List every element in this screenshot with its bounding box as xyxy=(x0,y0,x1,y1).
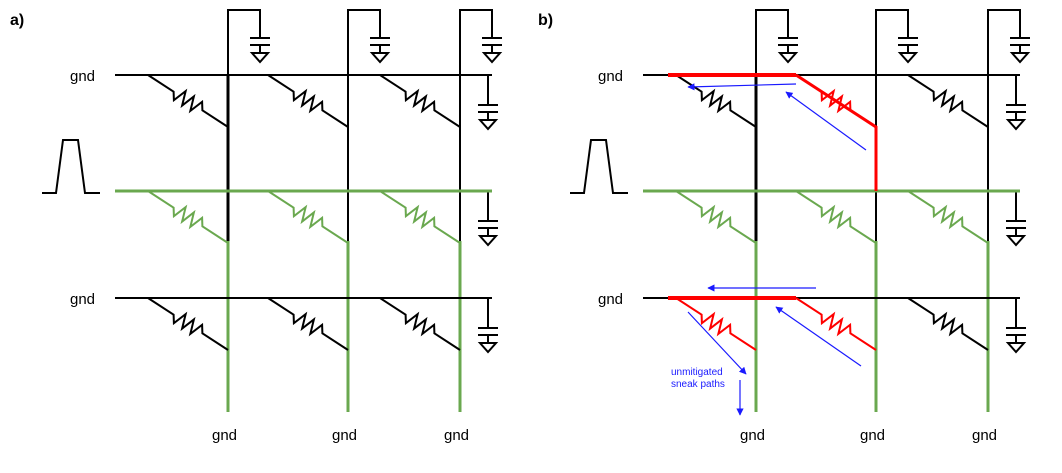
column-gnd-label: gnd xyxy=(740,427,765,444)
panel-a: a) gnd gnd gnd gnd gnd xyxy=(10,9,503,444)
panel-label: b) xyxy=(538,12,553,29)
pulse-input-icon xyxy=(570,139,628,194)
memristor xyxy=(267,190,349,244)
memristor xyxy=(907,190,989,244)
memristor xyxy=(907,74,989,128)
memristor xyxy=(675,74,757,128)
column-gnd-label: gnd xyxy=(332,427,357,444)
memristor xyxy=(267,74,349,128)
column-feedback-wire xyxy=(875,9,909,75)
memristor xyxy=(267,297,349,351)
memristor xyxy=(147,74,229,128)
current-arrow xyxy=(785,91,867,151)
row-gnd-label: gnd xyxy=(70,291,95,308)
ground-icon xyxy=(477,119,499,131)
row-gnd-label: gnd xyxy=(598,68,623,85)
memristor xyxy=(379,74,461,128)
memristor xyxy=(379,297,461,351)
annotation-line2: sneak paths xyxy=(671,379,725,390)
current-arrow xyxy=(687,311,747,375)
memristor xyxy=(147,297,229,351)
current-arrow xyxy=(775,306,862,367)
memristor xyxy=(795,190,877,244)
column-feedback-wire xyxy=(459,9,493,75)
current-arrow xyxy=(687,83,797,91)
column-feedback-wire xyxy=(755,9,789,75)
column-gnd-label: gnd xyxy=(860,427,885,444)
pulse-input-icon xyxy=(42,139,100,194)
memristor xyxy=(675,190,757,244)
memristor xyxy=(379,190,461,244)
ground-icon xyxy=(777,52,799,64)
ground-icon xyxy=(477,342,499,354)
column-feedback-wire xyxy=(347,9,381,75)
panel-label: a) xyxy=(10,12,24,29)
column-feedback-wire xyxy=(227,9,261,75)
memristor xyxy=(675,297,757,351)
column-gnd-label: gnd xyxy=(212,427,237,444)
column-gnd-label: gnd xyxy=(972,427,997,444)
ground-icon xyxy=(1005,119,1027,131)
sneak-path-wire xyxy=(795,73,878,191)
column-feedback-wire xyxy=(987,9,1021,75)
ground-icon xyxy=(477,235,499,247)
ground-icon xyxy=(369,52,391,64)
ground-icon xyxy=(249,52,271,64)
annotation-line1: unmitigated xyxy=(671,367,723,378)
ground-icon xyxy=(481,52,503,64)
row-gnd-label: gnd xyxy=(70,68,95,85)
ground-icon xyxy=(1005,342,1027,354)
ground-icon xyxy=(1009,52,1031,64)
memristor xyxy=(795,297,877,351)
row-gnd-label: gnd xyxy=(598,291,623,308)
memristor xyxy=(907,297,989,351)
ground-icon xyxy=(1005,235,1027,247)
column-gnd-label: gnd xyxy=(444,427,469,444)
memristor xyxy=(147,190,229,244)
ground-icon xyxy=(897,52,919,64)
